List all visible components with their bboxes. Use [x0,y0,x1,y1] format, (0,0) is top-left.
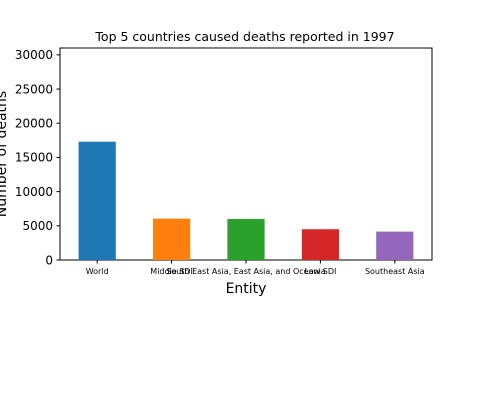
bar-0 [78,141,116,260]
y-tick-label-3: 15000 [15,151,53,165]
y-tick-label-1: 5000 [22,219,53,233]
y-axis-label: Number of deaths [0,91,10,217]
chart-title: Top 5 countries caused deaths reported i… [94,29,394,44]
x-tick-label-0: World [86,267,109,276]
x-tick-label-3: Low SDI [304,267,336,276]
x-tick-label-4: Southeast Asia [365,267,425,276]
y-tick-label-0: 0 [45,253,53,267]
bar-3 [301,229,339,260]
x-tick-label-1: Middle SDI [150,267,193,276]
x-tick-label-2: South East Asia, East Asia, and Oceania [166,267,326,276]
x-axis-label: Entity [226,281,267,297]
y-tick-label-4: 20000 [15,117,53,131]
y-tick-label-5: 25000 [15,82,53,96]
bars-group [78,141,414,260]
bar-2 [227,218,265,260]
y-axis-ticks: 0 5000 10000 15000 20000 25000 30000 [15,48,60,267]
bar-4 [376,231,414,260]
y-tick-label-6: 30000 [15,48,53,62]
bar-1 [153,218,191,260]
y-tick-label-2: 10000 [15,185,53,199]
